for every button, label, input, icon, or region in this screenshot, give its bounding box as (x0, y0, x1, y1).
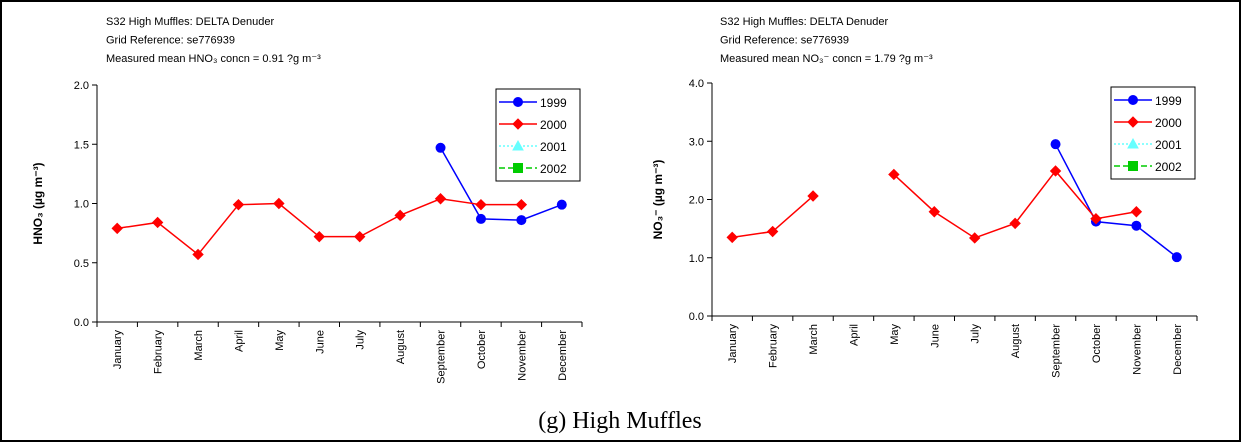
y-tick-label: 2.0 (74, 80, 89, 92)
legend-marker (1127, 116, 1139, 128)
data-point (969, 232, 981, 244)
legend-label: 1999 (540, 96, 567, 110)
x-tick-label: October (1091, 324, 1103, 363)
x-tick-label: August (395, 330, 407, 364)
series-line (732, 169, 1137, 239)
subtitle: Measured mean NO₃⁻ concn = 1.79 ?g m⁻³ (720, 53, 933, 65)
y-tick-label: 2.0 (689, 195, 704, 207)
y-axis-label: HNO₃ (µg m⁻³) (31, 162, 45, 244)
data-point (192, 248, 204, 261)
legend-label: 2001 (1155, 138, 1182, 152)
data-point (1171, 252, 1182, 263)
x-tick-label: September (436, 330, 448, 384)
subtitle: S32 High Muffles: DELTA Denuder (720, 16, 888, 28)
subtitle: Grid Reference: se776939 (106, 35, 235, 47)
legend-label: 2000 (540, 118, 567, 132)
legend-label: 2000 (1155, 116, 1182, 130)
x-tick-label: April (233, 330, 245, 352)
subtitle: Grid Reference: se776939 (720, 35, 849, 47)
data-point (516, 215, 527, 226)
x-tick-label: June (929, 324, 941, 348)
x-tick-label: March (808, 324, 820, 355)
series-line (439, 147, 563, 221)
series-line (117, 197, 522, 256)
data-point (1090, 213, 1102, 225)
legend-box (495, 88, 581, 182)
x-tick-label: May (274, 330, 286, 351)
y-tick-label: 1.5 (74, 139, 89, 151)
data-point (1050, 139, 1061, 150)
x-tick-label: June (314, 330, 326, 354)
x-tick-label: November (516, 330, 528, 381)
x-tick-label: December (1172, 324, 1184, 375)
data-point (475, 198, 487, 211)
data-point (515, 198, 528, 211)
legend-marker (1128, 161, 1138, 171)
x-tick-label: July (970, 324, 982, 344)
y-tick-label: 1.0 (689, 253, 704, 265)
legend-marker (513, 97, 523, 107)
data-point (888, 168, 900, 181)
x-tick-label: August (1010, 324, 1022, 358)
data-point (1009, 217, 1021, 230)
subtitle: Measured mean HNO₃ concn = 0.91 ?g m⁻³ (106, 53, 321, 65)
data-point (313, 230, 325, 243)
y-tick-label: 3.0 (689, 136, 704, 148)
data-point (1131, 220, 1142, 231)
y-axis-label: NO₃⁻ (µg m⁻³) (651, 160, 665, 240)
legend-marker (512, 118, 524, 130)
x-tick-label: October (476, 330, 488, 369)
data-point (1049, 165, 1062, 177)
legend-marker (513, 163, 523, 173)
series-line (1054, 143, 1178, 258)
data-point (273, 197, 285, 210)
y-tick-label: 0.0 (689, 311, 704, 323)
data-point (928, 206, 940, 218)
legend-label: 1999 (1155, 94, 1182, 108)
x-tick-label: December (557, 330, 569, 381)
x-tick-label: February (768, 324, 780, 369)
data-point (475, 213, 486, 224)
data-point (726, 231, 738, 244)
legend-box (1110, 86, 1196, 180)
x-tick-label: May (889, 324, 901, 345)
legend-marker (1128, 95, 1138, 105)
data-point (394, 209, 406, 222)
x-tick-label: January (727, 324, 739, 364)
legend-label: 2002 (540, 162, 567, 176)
x-tick-label: November (1131, 324, 1143, 375)
legend-label: 2001 (540, 140, 567, 154)
data-point (1130, 206, 1143, 218)
data-point (807, 190, 819, 202)
y-tick-label: 4.0 (689, 78, 704, 90)
caption: (g) High Muffles (538, 408, 702, 434)
legend-marker (512, 139, 524, 151)
x-tick-label: March (193, 330, 205, 361)
x-tick-label: July (355, 330, 367, 350)
x-tick-label: January (112, 330, 124, 370)
legend-label: 2002 (1155, 160, 1182, 174)
data-point (766, 225, 779, 238)
data-point (151, 216, 164, 229)
x-tick-label: September (1051, 324, 1063, 378)
legend-marker (1127, 137, 1139, 149)
data-point (434, 193, 447, 205)
data-point (556, 199, 567, 210)
y-tick-label: 0.0 (74, 317, 89, 329)
data-point (111, 222, 123, 235)
y-tick-label: 0.5 (74, 258, 89, 270)
data-point (354, 230, 366, 243)
x-tick-label: April (848, 324, 860, 346)
subtitle: S32 High Muffles: DELTA Denuder (106, 16, 274, 28)
data-point (435, 142, 446, 153)
y-tick-label: 1.0 (74, 199, 89, 211)
x-tick-label: February (153, 330, 165, 375)
data-point (232, 198, 245, 211)
